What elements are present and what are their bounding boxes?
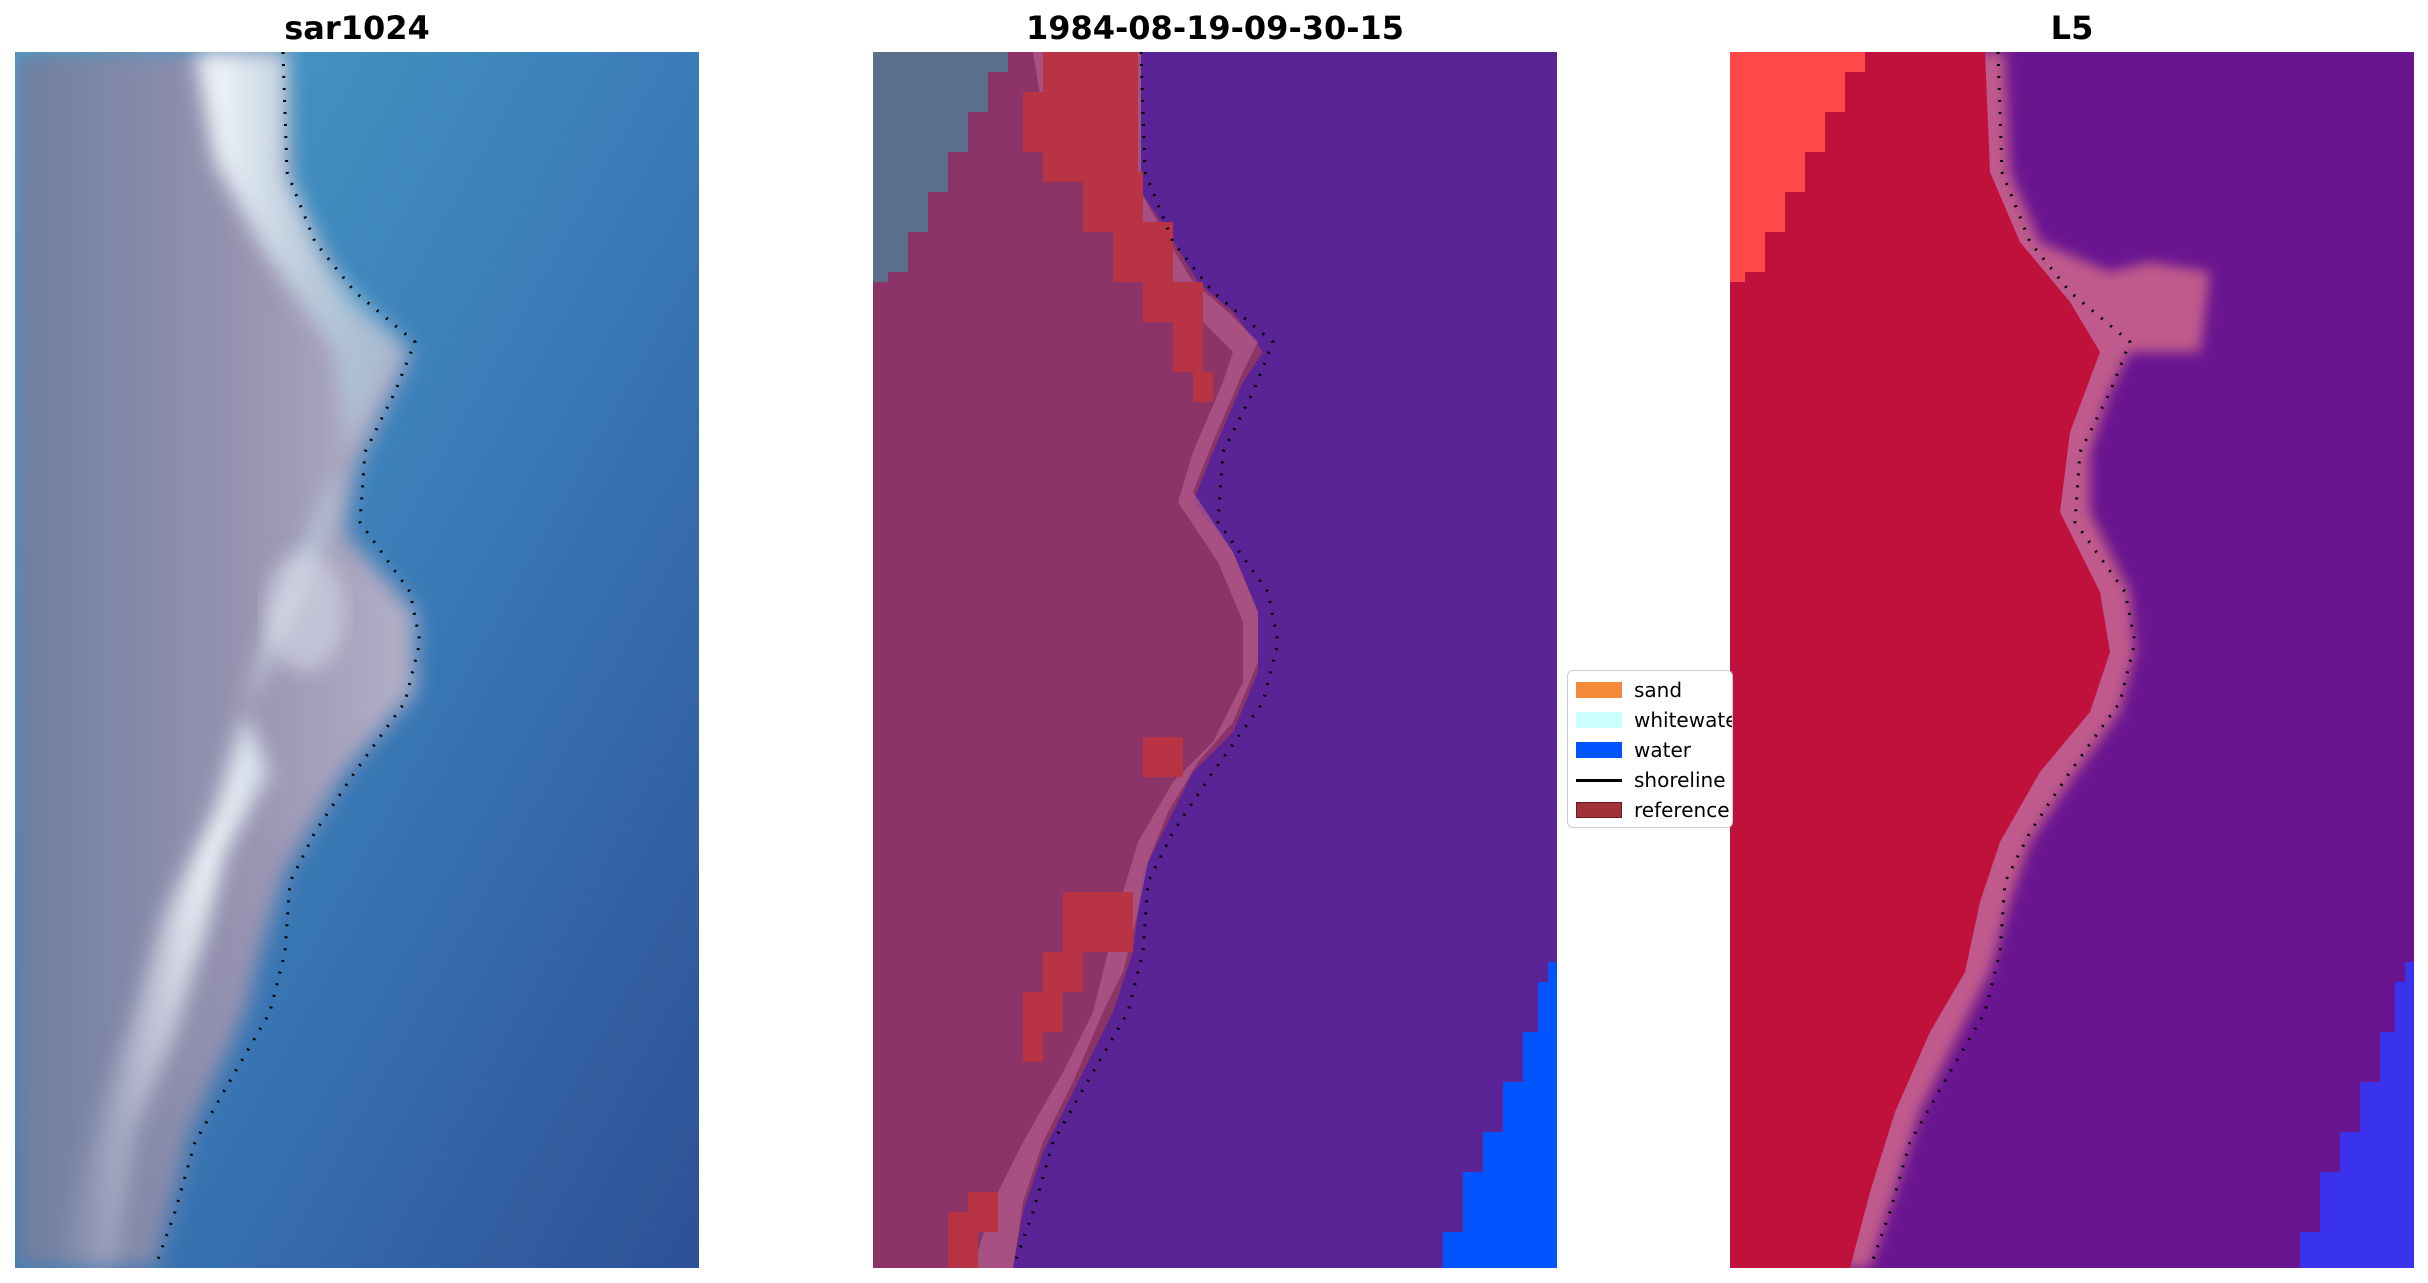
reference-patch bbox=[1193, 372, 1213, 402]
reference-patch bbox=[948, 1212, 978, 1268]
shoreline-dots bbox=[1868, 52, 2137, 1268]
land-area bbox=[15, 52, 415, 1268]
legend-swatch-water bbox=[1576, 742, 1622, 758]
legend-label: whitewater bbox=[1634, 708, 1732, 732]
reference-patch bbox=[1063, 892, 1133, 952]
legend-item-sand: sand bbox=[1568, 677, 1732, 703]
class-reference-patches bbox=[948, 52, 1213, 1268]
legend-swatch-whitewater bbox=[1576, 712, 1622, 728]
legend-label: shoreline bbox=[1634, 768, 1726, 792]
reference-patch bbox=[1173, 312, 1203, 372]
surf-patch bbox=[265, 552, 345, 672]
l5-corner-region bbox=[1730, 52, 1865, 282]
classified-image-panel bbox=[873, 52, 1557, 1268]
legend-item-shoreline: shoreline bbox=[1568, 767, 1732, 793]
reference-patch bbox=[1023, 1032, 1043, 1062]
shoreline-dots bbox=[153, 52, 422, 1268]
reference-patch bbox=[1113, 222, 1173, 282]
legend-item-water: water bbox=[1568, 737, 1732, 763]
rgb-image-canvas bbox=[15, 52, 699, 1268]
legend-line-shoreline bbox=[1576, 779, 1622, 782]
legend-label: sand bbox=[1634, 678, 1683, 702]
l5-image-canvas bbox=[1730, 52, 2414, 1268]
legend-item-reference: reference bbox=[1568, 797, 1732, 823]
legend-item-whitewater: whitewater bbox=[1568, 707, 1732, 733]
l5-water-area bbox=[2300, 962, 2414, 1268]
legend-label: reference bbox=[1634, 798, 1730, 822]
reference-patch bbox=[1043, 952, 1083, 992]
l5-land-area bbox=[1730, 52, 2110, 1268]
reference-patch bbox=[1023, 92, 1053, 152]
legend-label: water bbox=[1634, 738, 1691, 762]
reference-patch bbox=[1043, 52, 1138, 182]
classified-image-canvas bbox=[873, 52, 1557, 1268]
panel-title-rgb: sar1024 bbox=[284, 9, 430, 47]
l5-image-panel bbox=[1730, 52, 2414, 1268]
reference-patch bbox=[1023, 992, 1063, 1032]
panel-title-classified: 1984-08-19-09-30-15 bbox=[1025, 9, 1405, 47]
class-water-area bbox=[1443, 962, 1557, 1268]
class-topleft-region bbox=[873, 52, 1008, 282]
legend-swatch-reference bbox=[1576, 802, 1622, 818]
class-land-area bbox=[873, 52, 1263, 1268]
reference-patch bbox=[1143, 737, 1183, 777]
panel-title-l5: L5 bbox=[2050, 9, 2094, 47]
shoreline-dots bbox=[1011, 52, 1280, 1268]
legend-swatch-sand bbox=[1576, 682, 1622, 698]
legend: sand whitewater water shoreline referenc… bbox=[1567, 670, 1733, 828]
rgb-image-panel bbox=[15, 52, 699, 1268]
